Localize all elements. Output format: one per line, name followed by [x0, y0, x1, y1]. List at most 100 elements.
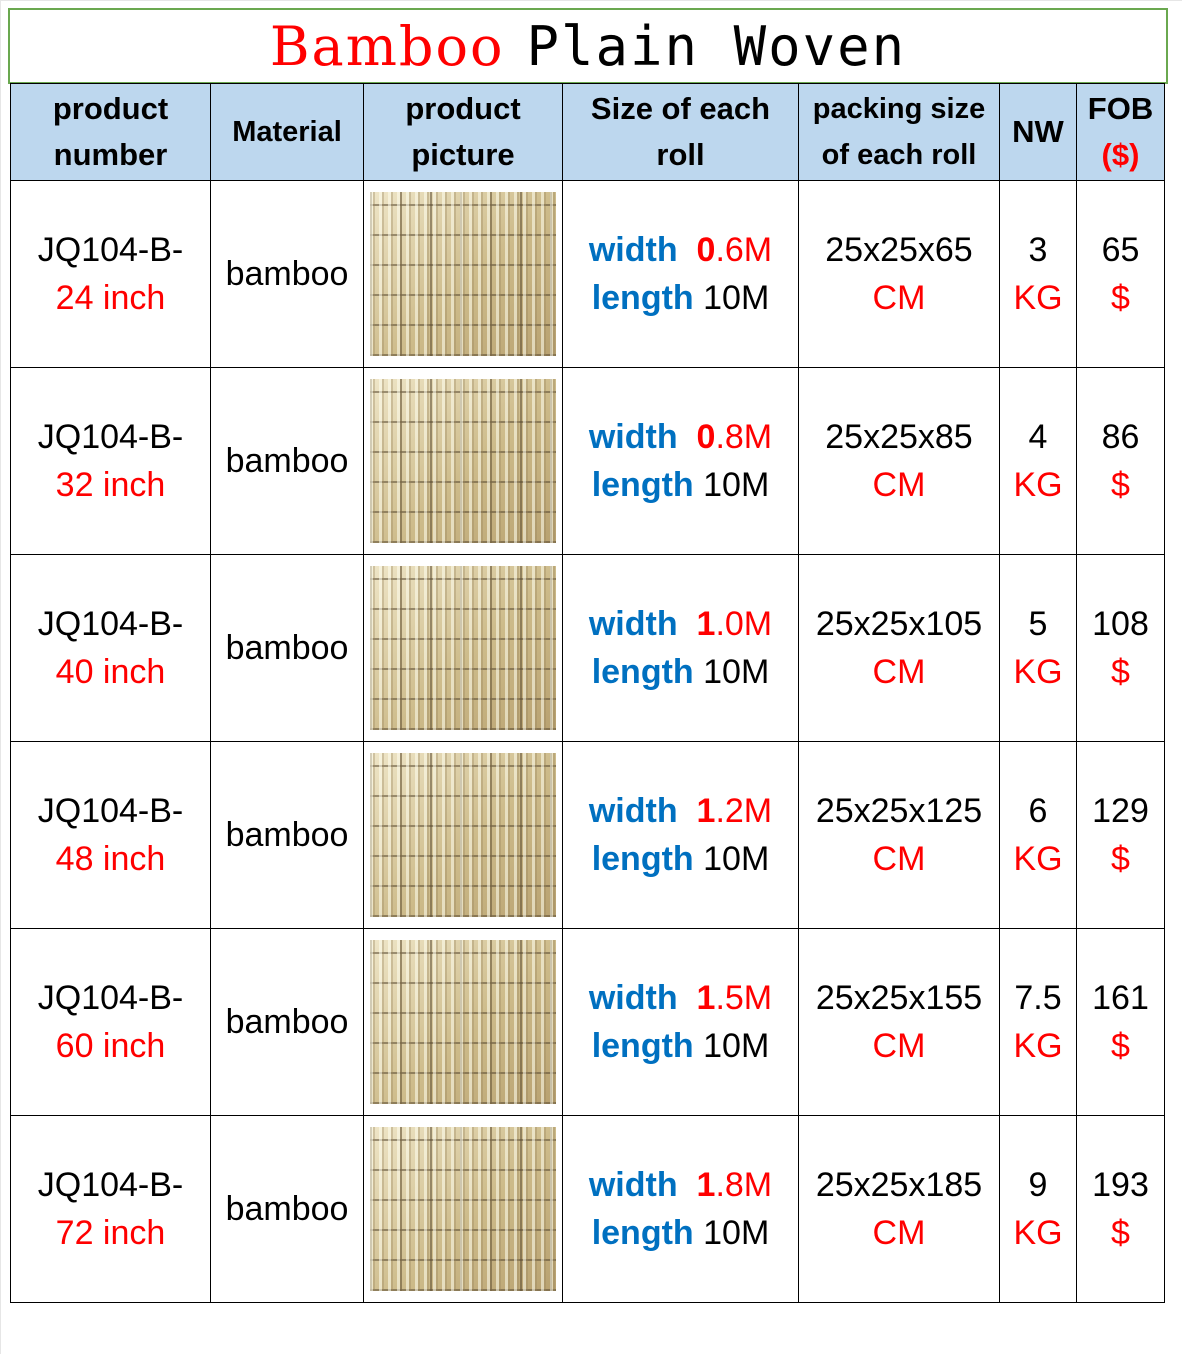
fob-value: 161	[1092, 979, 1149, 1017]
cell-size[interactable]: width 0.8M length 10M	[562, 367, 799, 555]
width-dec: .8M	[715, 418, 773, 456]
size-width-line: width 1.5M	[563, 974, 798, 1022]
size-length-line: length 10M	[563, 1209, 798, 1257]
cell-picture[interactable]	[363, 741, 563, 929]
material-value: bamboo	[225, 816, 349, 854]
bamboo-weave-image	[370, 940, 556, 1104]
cell-material[interactable]: bamboo	[210, 554, 364, 742]
cell-packing[interactable]: 25x25x155 CM	[798, 928, 1000, 1116]
length-label: length	[591, 1027, 694, 1065]
size-length-line: length 10M	[563, 1022, 798, 1070]
cell-picture[interactable]	[363, 367, 563, 555]
length-value: 10M	[703, 840, 770, 878]
cell-product-number[interactable]: JQ104-B- 40 inch	[10, 554, 211, 742]
sheet-title: Bamboo Plain Woven	[8, 8, 1168, 84]
cell-fob[interactable]: 65 $	[1076, 180, 1165, 368]
cell-picture[interactable]	[363, 554, 563, 742]
cell-size[interactable]: width 1.8M length 10M	[562, 1115, 799, 1303]
material-value: bamboo	[225, 1190, 349, 1228]
cell-nw[interactable]: 6 KG	[999, 741, 1077, 929]
nw-unit: KG	[1013, 1214, 1063, 1252]
header-product-number-line2: number	[53, 137, 168, 172]
cell-size[interactable]: width 1.0M length 10M	[562, 554, 799, 742]
length-value: 10M	[703, 466, 770, 504]
width-int: 1	[696, 605, 716, 643]
size-width-line: width 1.0M	[563, 600, 798, 648]
cell-product-number[interactable]: JQ104-B- 24 inch	[10, 180, 211, 368]
cell-nw[interactable]: 3 KG	[999, 180, 1077, 368]
header-product-picture[interactable]: product picture	[363, 83, 563, 181]
cell-picture[interactable]	[363, 1115, 563, 1303]
header-product-number[interactable]: product number	[10, 83, 211, 181]
size-length-line: length 10M	[563, 461, 798, 509]
product-inch: 40 inch	[55, 653, 166, 691]
size-width-line: width 0.6M	[563, 226, 798, 274]
width-int: 1	[696, 1166, 716, 1204]
cell-material[interactable]: bamboo	[210, 741, 364, 929]
cell-material[interactable]: bamboo	[210, 928, 364, 1116]
table-row: JQ104-B- 60 inch bamboo width 1.5M lengt…	[10, 928, 1165, 1116]
cell-product-number[interactable]: JQ104-B- 32 inch	[10, 367, 211, 555]
bamboo-weave-image	[370, 1127, 556, 1291]
cell-packing[interactable]: 25x25x65 CM	[798, 180, 1000, 368]
title-part-bamboo: Bamboo	[269, 14, 505, 78]
width-label: width	[588, 979, 678, 1017]
cell-packing[interactable]: 25x25x85 CM	[798, 367, 1000, 555]
header-packing-line2: of each roll	[821, 139, 977, 171]
cell-size[interactable]: width 1.5M length 10M	[562, 928, 799, 1116]
width-label: width	[588, 792, 678, 830]
product-code: JQ104-B-	[37, 1166, 184, 1204]
cell-packing[interactable]: 25x25x125 CM	[798, 741, 1000, 929]
width-int: 0	[696, 418, 716, 456]
header-size[interactable]: Size of each roll	[562, 83, 799, 181]
cell-fob[interactable]: 161 $	[1076, 928, 1165, 1116]
cell-product-number[interactable]: JQ104-B- 60 inch	[10, 928, 211, 1116]
cell-fob[interactable]: 86 $	[1076, 367, 1165, 555]
cell-product-number[interactable]: JQ104-B- 72 inch	[10, 1115, 211, 1303]
width-dec: .0M	[715, 605, 773, 643]
header-material[interactable]: Material	[210, 83, 364, 181]
fob-value: 86	[1101, 418, 1140, 456]
bamboo-weave-image	[370, 192, 556, 356]
cell-fob[interactable]: 108 $	[1076, 554, 1165, 742]
table-row: JQ104-B- 48 inch bamboo width 1.2M lengt…	[10, 741, 1165, 929]
length-label: length	[591, 653, 694, 691]
cell-nw[interactable]: 7.5 KG	[999, 928, 1077, 1116]
width-dec: .2M	[715, 792, 773, 830]
header-size-line2: roll	[656, 137, 705, 172]
product-inch: 60 inch	[55, 1027, 166, 1065]
cell-nw[interactable]: 9 KG	[999, 1115, 1077, 1303]
cell-picture[interactable]	[363, 180, 563, 368]
header-fob[interactable]: FOB ($)	[1076, 83, 1165, 181]
cell-fob[interactable]: 129 $	[1076, 741, 1165, 929]
width-dec: .8M	[715, 1166, 773, 1204]
width-int: 1	[696, 979, 716, 1017]
cell-material[interactable]: bamboo	[210, 1115, 364, 1303]
cell-picture[interactable]	[363, 928, 563, 1116]
cell-size[interactable]: width 1.2M length 10M	[562, 741, 799, 929]
nw-value: 3	[1028, 231, 1048, 269]
bamboo-weave-image	[370, 566, 556, 730]
nw-value: 9	[1028, 1166, 1048, 1204]
nw-unit: KG	[1013, 279, 1063, 317]
fob-value: 129	[1092, 792, 1149, 830]
length-label: length	[591, 840, 694, 878]
size-width-line: width 1.2M	[563, 787, 798, 835]
cell-packing[interactable]: 25x25x105 CM	[798, 554, 1000, 742]
cell-material[interactable]: bamboo	[210, 367, 364, 555]
cell-fob[interactable]: 193 $	[1076, 1115, 1165, 1303]
nw-value: 4	[1028, 418, 1048, 456]
cell-material[interactable]: bamboo	[210, 180, 364, 368]
header-nw[interactable]: NW	[999, 83, 1077, 181]
size-width-line: width 0.8M	[563, 413, 798, 461]
width-label: width	[588, 605, 678, 643]
header-fob-line2: ($)	[1101, 137, 1140, 172]
header-packing[interactable]: packing size of each roll	[798, 83, 1000, 181]
cell-size[interactable]: width 0.6M length 10M	[562, 180, 799, 368]
size-width-line: width 1.8M	[563, 1161, 798, 1209]
size-length-line: length 10M	[563, 648, 798, 696]
cell-packing[interactable]: 25x25x185 CM	[798, 1115, 1000, 1303]
cell-nw[interactable]: 4 KG	[999, 367, 1077, 555]
cell-nw[interactable]: 5 KG	[999, 554, 1077, 742]
cell-product-number[interactable]: JQ104-B- 48 inch	[10, 741, 211, 929]
